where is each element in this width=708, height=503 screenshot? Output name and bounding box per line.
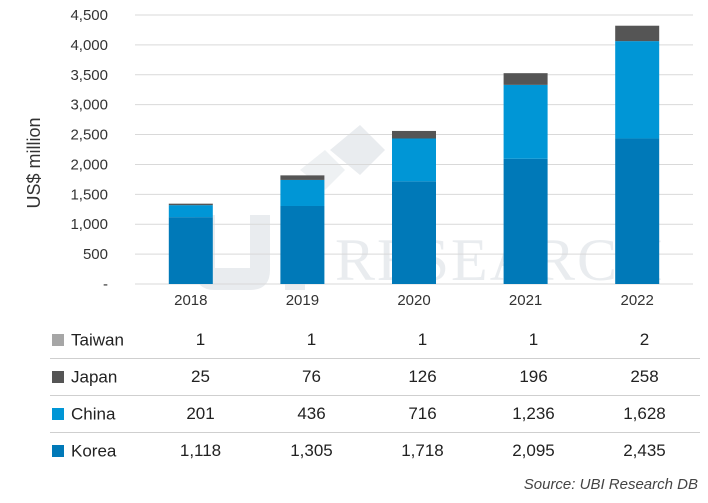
data-table: Taiwan 1 1 1 1 2 Japan 25 76 126 196 258 China 201 436… xyxy=(50,322,700,469)
bar-japan-2020 xyxy=(392,130,436,139)
table-cell: 1,236 xyxy=(478,395,589,433)
y-tick-label: 3,500 xyxy=(70,67,108,84)
legend-swatch xyxy=(52,445,64,458)
table-cell: 2 xyxy=(589,322,700,359)
bar-china-2020 xyxy=(392,138,436,182)
table-cell: 196 xyxy=(478,358,589,396)
table-cell: 1 xyxy=(145,322,256,359)
table-cell: 201 xyxy=(145,395,256,433)
y-tick-label: - xyxy=(103,276,108,293)
bar-korea-2020 xyxy=(392,181,436,284)
source-note: Source: UBI Research DB xyxy=(523,476,698,493)
y-axis-ticks: - 500 1,000 1,500 2,000 2,500 3,000 3,500 4,000 4… xyxy=(70,7,108,293)
table-cell: 258 xyxy=(589,358,700,396)
x-tick-label: 2022 xyxy=(621,292,654,309)
legend-swatch xyxy=(52,334,64,347)
table-cell: 126 xyxy=(367,358,478,396)
x-axis-ticks: 2018 2019 2020 2021 2022 xyxy=(174,292,654,309)
x-tick-label: 2019 xyxy=(286,292,319,309)
bar-korea-2018 xyxy=(168,217,213,284)
bar-japan-2019 xyxy=(280,175,325,180)
table-cell: 1,628 xyxy=(589,395,700,433)
table-cell: 716 xyxy=(367,395,478,433)
series-name: Korea xyxy=(71,441,117,461)
y-tick-label: 1,000 xyxy=(70,216,108,233)
table-cell: 1 xyxy=(256,322,367,359)
y-tick-label: 4,000 xyxy=(70,37,108,54)
x-tick-label: 2021 xyxy=(509,292,542,309)
table-row: Taiwan 1 1 1 1 2 xyxy=(50,322,700,359)
table-row: Japan 25 76 126 196 258 xyxy=(50,358,700,396)
table-cell: 1,718 xyxy=(401,441,444,460)
bar-japan-2018 xyxy=(168,203,213,206)
legend-entry: Taiwan xyxy=(50,322,145,359)
watermark-text: RESEARCH xyxy=(335,227,664,293)
table-cell: 1,305 xyxy=(290,441,333,460)
series-name: Japan xyxy=(71,367,118,387)
legend-swatch xyxy=(52,408,64,421)
watermark-logo: RESEARCH xyxy=(195,125,664,293)
bar-china-2021 xyxy=(503,84,548,159)
series-name: Taiwan xyxy=(71,330,124,350)
x-tick-label: 2020 xyxy=(397,292,430,309)
table-cell: 2,095 xyxy=(512,441,555,460)
legend-entry: China xyxy=(50,395,145,433)
bar-china-2018 xyxy=(168,205,213,218)
legend-entry: Japan xyxy=(50,358,145,396)
y-tick-label: 2,000 xyxy=(70,156,108,173)
bar-korea-2019 xyxy=(280,205,325,284)
stacked-bar-chart: RESEARCH - 500 1,000 1,500 2,000 2,500 3,000 3,… xyxy=(24,7,693,309)
bars xyxy=(168,25,660,284)
table-cell: 1 xyxy=(367,322,478,359)
y-tick-label: 3,000 xyxy=(70,97,108,114)
table-row: China 201 436 716 1,236 1,628 xyxy=(50,395,700,433)
y-tick-label: 4,500 xyxy=(70,7,108,24)
table-cell: 436 xyxy=(256,395,367,433)
y-axis-label: US$ million xyxy=(24,117,44,208)
bar-korea-2022 xyxy=(615,138,660,284)
bar-japan-2022 xyxy=(615,25,660,42)
bar-korea-2021 xyxy=(503,158,548,284)
legend-swatch xyxy=(52,371,64,384)
table-cell: 1 xyxy=(478,322,589,359)
table-cell: 2,435 xyxy=(623,441,666,460)
bar-china-2019 xyxy=(280,179,325,206)
series-name: China xyxy=(71,404,116,424)
table-row: Korea 1,118 1,305 1,718 2,095 2,435 xyxy=(50,433,700,470)
bar-china-2022 xyxy=(615,41,660,139)
table-cell: 1,118 xyxy=(179,441,222,460)
table-cell: 76 xyxy=(256,358,367,396)
y-tick-label: 2,500 xyxy=(70,127,108,144)
x-tick-label: 2018 xyxy=(174,292,207,309)
y-tick-label: 1,500 xyxy=(70,186,108,203)
legend-entry: Korea xyxy=(50,433,145,470)
bar-japan-2021 xyxy=(503,73,548,85)
table-cell: 25 xyxy=(145,358,256,396)
y-tick-label: 500 xyxy=(83,246,108,263)
